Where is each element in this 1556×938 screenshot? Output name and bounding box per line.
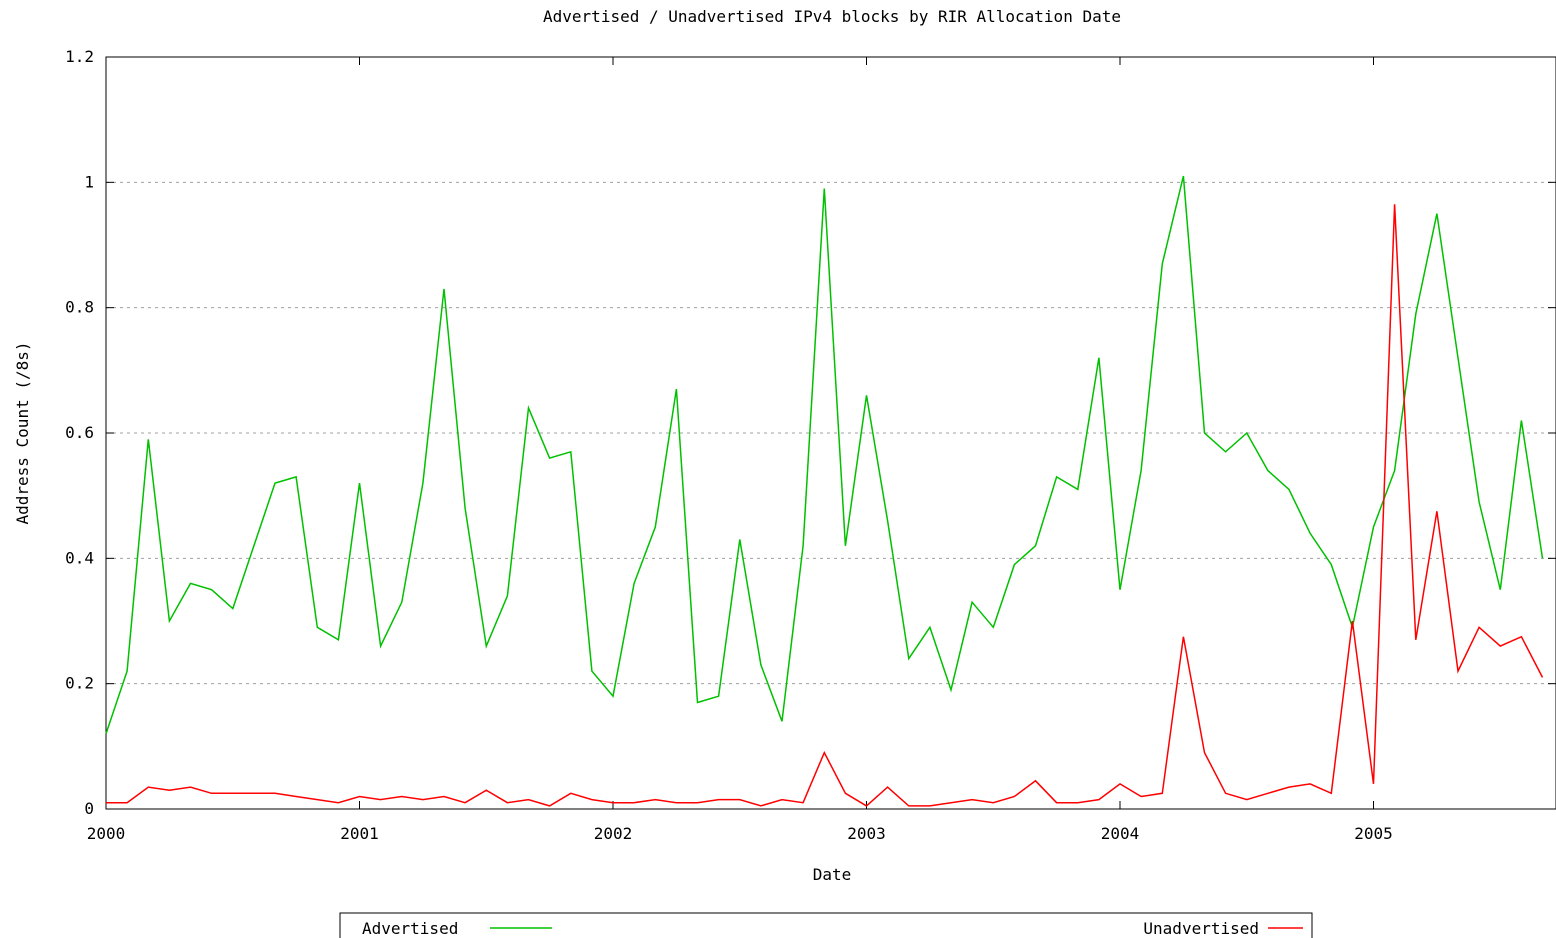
legend-label-advertised: Advertised [362, 919, 458, 938]
chart-title: Advertised / Unadvertised IPv4 blocks by… [543, 7, 1121, 26]
x-tick-label: 2000 [87, 824, 126, 843]
series-line-advertised [105, 175, 1544, 735]
series-line-unadvertised [106, 204, 1544, 807]
axis-ticks: 0 0.2 0.4 0.6 0.8 1 1.2 2000 2001 2002 2003 2004 200… [65, 47, 1556, 843]
y-tick-label: 0.6 [65, 423, 94, 442]
x-tick-label: 2002 [594, 824, 633, 843]
y-tick-label: 1 [84, 172, 94, 191]
legend-label-unadvertised: Unadvertised [1143, 919, 1259, 938]
y-axis-label: Address Count (/8s) [13, 341, 32, 524]
x-tick-label: 2001 [340, 824, 379, 843]
series-lines [105, 175, 1544, 807]
x-axis-label: Date [813, 865, 852, 884]
x-tick-label: 2003 [847, 824, 886, 843]
y-tick-label: 0.4 [65, 548, 94, 567]
grid-lines [106, 181, 1556, 685]
y-tick-label: 0 [84, 799, 94, 818]
x-tick-label: 2004 [1101, 824, 1140, 843]
y-tick-label: 1.2 [65, 47, 94, 66]
legend-box [339, 912, 1313, 938]
x-tick-label: 2005 [1354, 824, 1393, 843]
y-tick-label: 0.2 [65, 674, 94, 693]
legend: Advertised Unadvertised [339, 912, 1313, 938]
y-tick-label: 0.8 [65, 298, 94, 317]
